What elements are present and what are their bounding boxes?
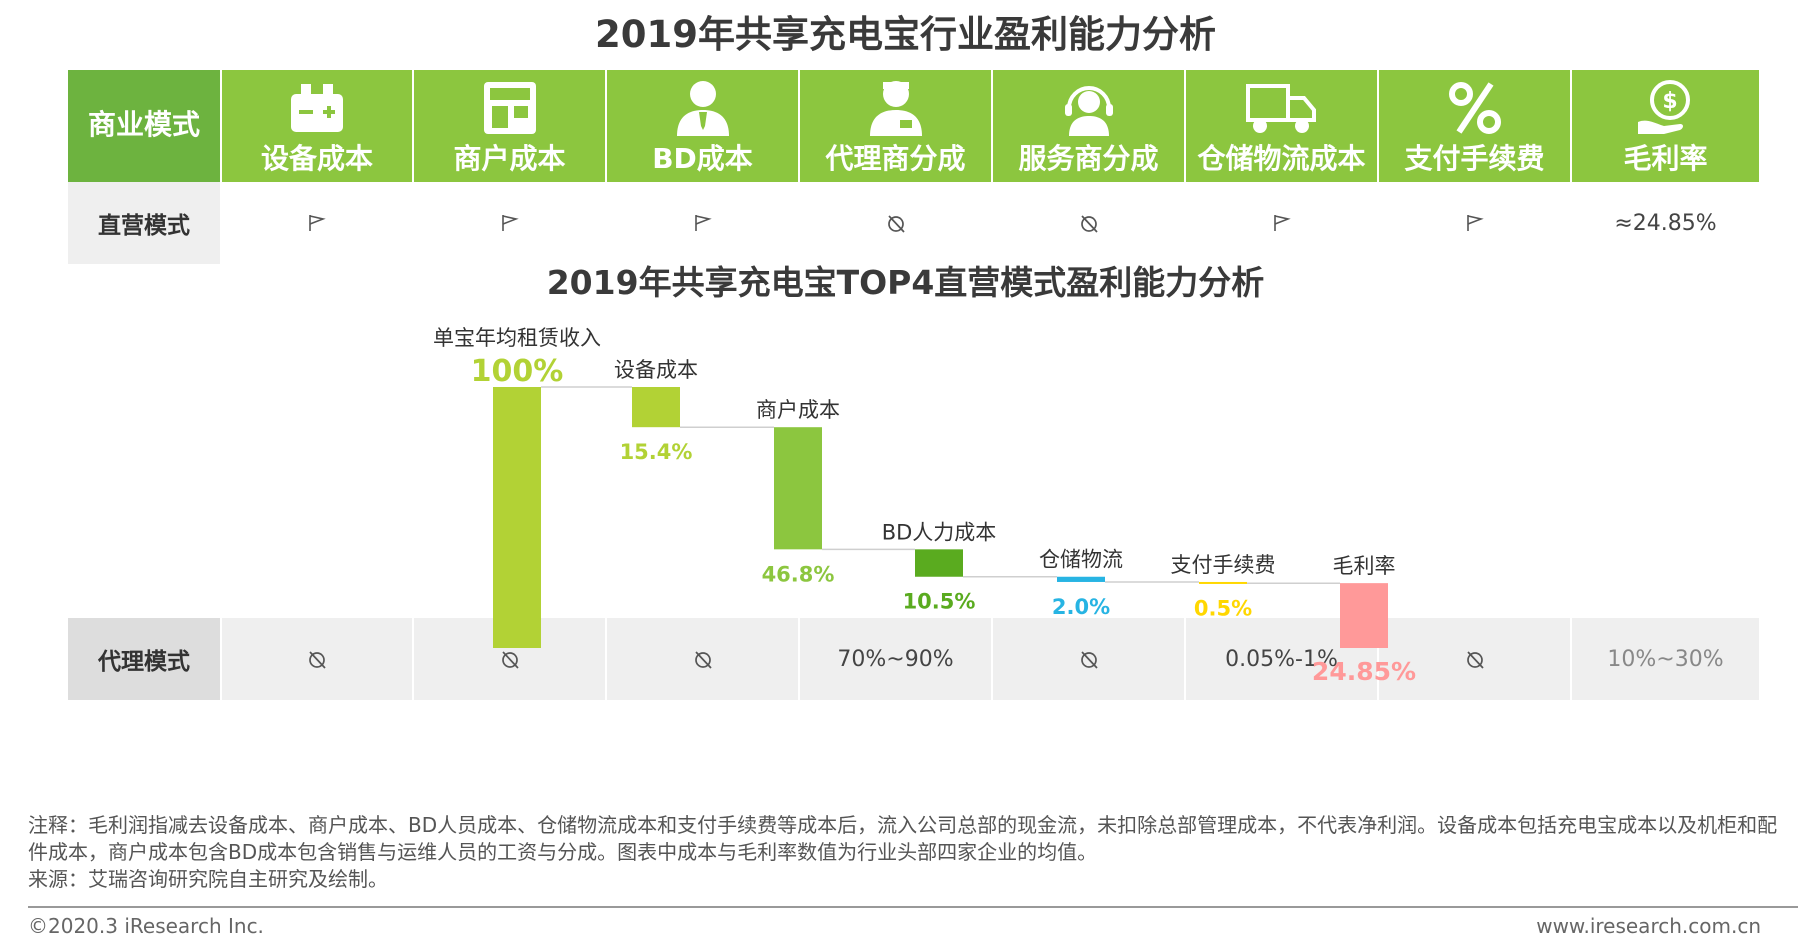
flag-icon: [607, 182, 798, 264]
chart-title: 2019年共享充电宝TOP4直营模式盈利能力分析: [546, 263, 1265, 302]
value-label: 2.0%: [1052, 595, 1110, 619]
value-label: 0.5%: [1194, 596, 1252, 620]
header-label: 仓储物流成本: [1197, 142, 1366, 175]
no-icon: [1379, 618, 1570, 700]
category-label: 毛利率: [1333, 554, 1396, 578]
no-icon: [800, 182, 991, 264]
header-label: 服务商分成: [1018, 142, 1159, 175]
category-label: 设备成本: [614, 358, 698, 382]
flag-icon: [222, 182, 412, 264]
agent-icon: [800, 78, 991, 140]
note-text: 注释：毛利润指减去设备成本、商户成本、BD人员成本、仓储物流成本和支付手续费等成…: [28, 813, 1778, 864]
page-title: 2019年共享充电宝行业盈利能力分析: [595, 13, 1216, 56]
website-link[interactable]: www.iresearch.com.cn: [1536, 914, 1761, 938]
percent-icon: [1379, 78, 1570, 140]
bar: [1057, 576, 1105, 582]
bar: [632, 387, 680, 428]
bar: [774, 427, 822, 550]
header-cell: $ 毛利率: [1572, 70, 1759, 182]
flag-icon: [1186, 182, 1377, 264]
table-row-direct: 直营模式 ≈24.85%: [68, 182, 1759, 264]
table-row-agent: 代理模式 70%~90% 0.05%-1% 10%~30%: [68, 618, 1759, 700]
no-icon: [607, 618, 798, 700]
bar: [1199, 581, 1247, 584]
table-header-row: 商业模式设备成本 商户成本 BD成本 代理商分成 服务商分成 仓储物流成本 支付手续费 $ 毛利…: [68, 70, 1759, 182]
footnote: 注释：毛利润指减去设备成本、商户成本、BD人员成本、仓储物流成本和支付手续费等成…: [28, 812, 1788, 893]
header-label: 商户成本: [453, 142, 566, 175]
header-cell: 商户成本: [414, 70, 605, 182]
no-icon: [993, 618, 1184, 700]
footer-divider: [28, 906, 1798, 908]
value-label: 15.4%: [620, 440, 693, 464]
header-label: 商业模式: [87, 108, 200, 141]
no-icon: [222, 618, 412, 700]
no-icon: [993, 182, 1184, 264]
header-label: 设备成本: [260, 142, 373, 175]
source-text: 来源：艾瑞咨询研究院自主研究及绘制。: [28, 867, 388, 891]
header-label: 毛利率: [1623, 142, 1708, 175]
header-cell: 支付手续费: [1379, 70, 1570, 182]
header-label: 代理商分成: [825, 142, 966, 175]
battery-icon: [222, 78, 412, 140]
bar: [915, 549, 963, 577]
value-label: 46.8%: [762, 562, 835, 586]
header-label: BD成本: [652, 142, 753, 175]
bar: [1340, 583, 1388, 648]
row-label: 直营模式: [68, 182, 220, 264]
flag-icon: [1379, 182, 1570, 264]
category-label: 支付手续费: [1171, 553, 1276, 577]
copyright: ©2020.3 iResearch Inc.: [28, 914, 264, 938]
flag-icon: [414, 182, 605, 264]
header-cell: 代理商分成: [800, 70, 991, 182]
category-label: BD人力成本: [882, 520, 997, 544]
svg-text:$: $: [1662, 89, 1677, 114]
header-cell: 仓储物流成本: [1186, 70, 1377, 182]
header-cell: 设备成本: [222, 70, 412, 182]
value-label: 100%: [471, 354, 564, 389]
row-label: 代理模式: [68, 618, 220, 700]
table-cell-value: 70%~90%: [800, 618, 991, 700]
storefront-icon: [414, 78, 605, 140]
category-label: 商户成本: [756, 398, 840, 422]
header-cell: BD成本: [607, 70, 798, 182]
category-label: 仓储物流: [1039, 548, 1123, 572]
table-cell-value: ≈24.85%: [1614, 210, 1717, 236]
category-label: 单宝年均租赁收入: [433, 326, 601, 350]
header-label: 支付手续费: [1404, 142, 1545, 175]
bar: [493, 387, 541, 648]
table-cell-value: 10%~30%: [1572, 618, 1759, 700]
waterfall-chart: 单宝年均租赁收入 100% 设备成本 15.4% 商户成本 46.8% BD人力成本 10.5…: [433, 326, 1416, 686]
money-hand-icon: $: [1572, 78, 1759, 140]
delivery-truck-icon: [1186, 78, 1377, 140]
header-cell: 商业模式: [68, 70, 220, 182]
value-label: 10.5%: [903, 590, 976, 614]
service-person-icon: [993, 78, 1184, 140]
businessman-icon: [607, 78, 798, 140]
value-label: 24.85%: [1312, 657, 1416, 686]
header-cell: 服务商分成: [993, 70, 1184, 182]
